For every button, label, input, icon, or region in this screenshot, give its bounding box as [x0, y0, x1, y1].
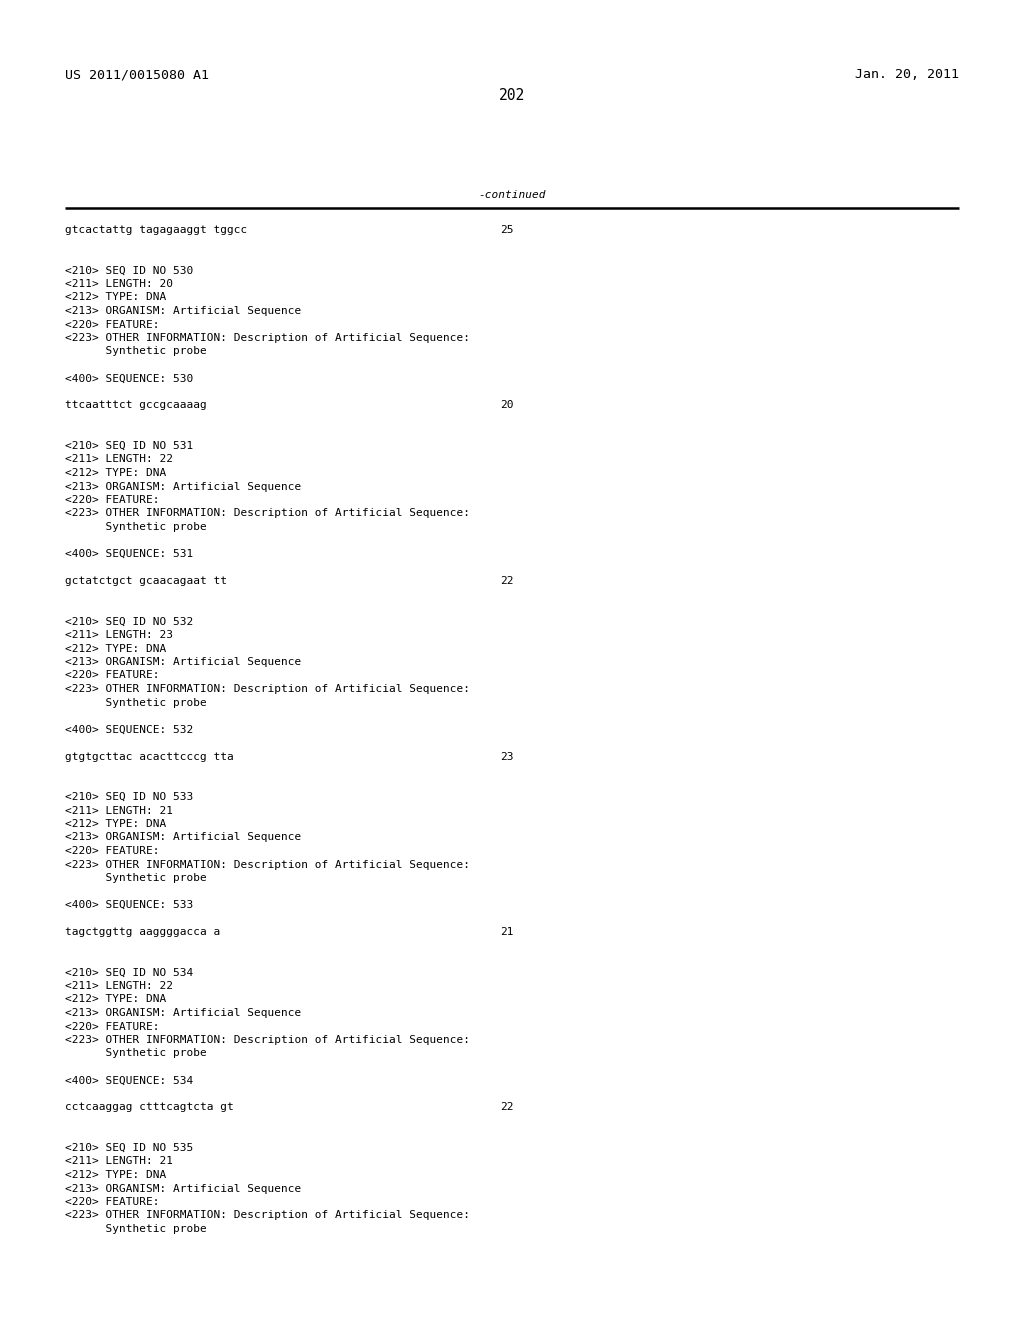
Text: <220> FEATURE:: <220> FEATURE: — [65, 495, 160, 506]
Text: 25: 25 — [500, 224, 513, 235]
Text: <400> SEQUENCE: 534: <400> SEQUENCE: 534 — [65, 1076, 194, 1085]
Text: <223> OTHER INFORMATION: Description of Artificial Sequence:: <223> OTHER INFORMATION: Description of … — [65, 333, 470, 343]
Text: <213> ORGANISM: Artificial Sequence: <213> ORGANISM: Artificial Sequence — [65, 306, 301, 315]
Text: <211> LENGTH: 21: <211> LENGTH: 21 — [65, 805, 173, 816]
Text: -continued: -continued — [478, 190, 546, 201]
Text: <400> SEQUENCE: 531: <400> SEQUENCE: 531 — [65, 549, 194, 558]
Text: <212> TYPE: DNA: <212> TYPE: DNA — [65, 293, 166, 302]
Text: <212> TYPE: DNA: <212> TYPE: DNA — [65, 994, 166, 1005]
Text: <212> TYPE: DNA: <212> TYPE: DNA — [65, 469, 166, 478]
Text: Synthetic probe: Synthetic probe — [65, 1224, 207, 1234]
Text: <400> SEQUENCE: 530: <400> SEQUENCE: 530 — [65, 374, 194, 384]
Text: <210> SEQ ID NO 535: <210> SEQ ID NO 535 — [65, 1143, 194, 1152]
Text: <211> LENGTH: 23: <211> LENGTH: 23 — [65, 630, 173, 640]
Text: <210> SEQ ID NO 533: <210> SEQ ID NO 533 — [65, 792, 194, 803]
Text: <220> FEATURE:: <220> FEATURE: — [65, 1197, 160, 1206]
Text: <223> OTHER INFORMATION: Description of Artificial Sequence:: <223> OTHER INFORMATION: Description of … — [65, 1210, 470, 1221]
Text: <210> SEQ ID NO 532: <210> SEQ ID NO 532 — [65, 616, 194, 627]
Text: <213> ORGANISM: Artificial Sequence: <213> ORGANISM: Artificial Sequence — [65, 833, 301, 842]
Text: 21: 21 — [500, 927, 513, 937]
Text: 20: 20 — [500, 400, 513, 411]
Text: <212> TYPE: DNA: <212> TYPE: DNA — [65, 818, 166, 829]
Text: <211> LENGTH: 22: <211> LENGTH: 22 — [65, 981, 173, 991]
Text: <223> OTHER INFORMATION: Description of Artificial Sequence:: <223> OTHER INFORMATION: Description of … — [65, 508, 470, 519]
Text: <220> FEATURE:: <220> FEATURE: — [65, 671, 160, 681]
Text: <212> TYPE: DNA: <212> TYPE: DNA — [65, 644, 166, 653]
Text: <211> LENGTH: 22: <211> LENGTH: 22 — [65, 454, 173, 465]
Text: <213> ORGANISM: Artificial Sequence: <213> ORGANISM: Artificial Sequence — [65, 1184, 301, 1193]
Text: <220> FEATURE:: <220> FEATURE: — [65, 319, 160, 330]
Text: <223> OTHER INFORMATION: Description of Artificial Sequence:: <223> OTHER INFORMATION: Description of … — [65, 684, 470, 694]
Text: <220> FEATURE:: <220> FEATURE: — [65, 1022, 160, 1031]
Text: Synthetic probe: Synthetic probe — [65, 873, 207, 883]
Text: US 2011/0015080 A1: US 2011/0015080 A1 — [65, 69, 209, 81]
Text: gctatctgct gcaacagaat tt: gctatctgct gcaacagaat tt — [65, 576, 227, 586]
Text: gtcactattg tagagaaggt tggcc: gtcactattg tagagaaggt tggcc — [65, 224, 247, 235]
Text: Synthetic probe: Synthetic probe — [65, 521, 207, 532]
Text: <210> SEQ ID NO 531: <210> SEQ ID NO 531 — [65, 441, 194, 451]
Text: <213> ORGANISM: Artificial Sequence: <213> ORGANISM: Artificial Sequence — [65, 482, 301, 491]
Text: Synthetic probe: Synthetic probe — [65, 697, 207, 708]
Text: <400> SEQUENCE: 533: <400> SEQUENCE: 533 — [65, 900, 194, 909]
Text: <223> OTHER INFORMATION: Description of Artificial Sequence:: <223> OTHER INFORMATION: Description of … — [65, 859, 470, 870]
Text: Jan. 20, 2011: Jan. 20, 2011 — [855, 69, 959, 81]
Text: Synthetic probe: Synthetic probe — [65, 1048, 207, 1059]
Text: <211> LENGTH: 20: <211> LENGTH: 20 — [65, 279, 173, 289]
Text: <210> SEQ ID NO 534: <210> SEQ ID NO 534 — [65, 968, 194, 978]
Text: cctcaaggag ctttcagtcta gt: cctcaaggag ctttcagtcta gt — [65, 1102, 233, 1113]
Text: 202: 202 — [499, 88, 525, 103]
Text: <400> SEQUENCE: 532: <400> SEQUENCE: 532 — [65, 725, 194, 734]
Text: <213> ORGANISM: Artificial Sequence: <213> ORGANISM: Artificial Sequence — [65, 657, 301, 667]
Text: tagctggttg aaggggacca a: tagctggttg aaggggacca a — [65, 927, 220, 937]
Text: ttcaatttct gccgcaaaag: ttcaatttct gccgcaaaag — [65, 400, 207, 411]
Text: 22: 22 — [500, 1102, 513, 1113]
Text: Synthetic probe: Synthetic probe — [65, 346, 207, 356]
Text: 22: 22 — [500, 576, 513, 586]
Text: <212> TYPE: DNA: <212> TYPE: DNA — [65, 1170, 166, 1180]
Text: <220> FEATURE:: <220> FEATURE: — [65, 846, 160, 855]
Text: <223> OTHER INFORMATION: Description of Artificial Sequence:: <223> OTHER INFORMATION: Description of … — [65, 1035, 470, 1045]
Text: <213> ORGANISM: Artificial Sequence: <213> ORGANISM: Artificial Sequence — [65, 1008, 301, 1018]
Text: gtgtgcttac acacttcccg tta: gtgtgcttac acacttcccg tta — [65, 751, 233, 762]
Text: <211> LENGTH: 21: <211> LENGTH: 21 — [65, 1156, 173, 1167]
Text: <210> SEQ ID NO 530: <210> SEQ ID NO 530 — [65, 265, 194, 276]
Text: 23: 23 — [500, 751, 513, 762]
